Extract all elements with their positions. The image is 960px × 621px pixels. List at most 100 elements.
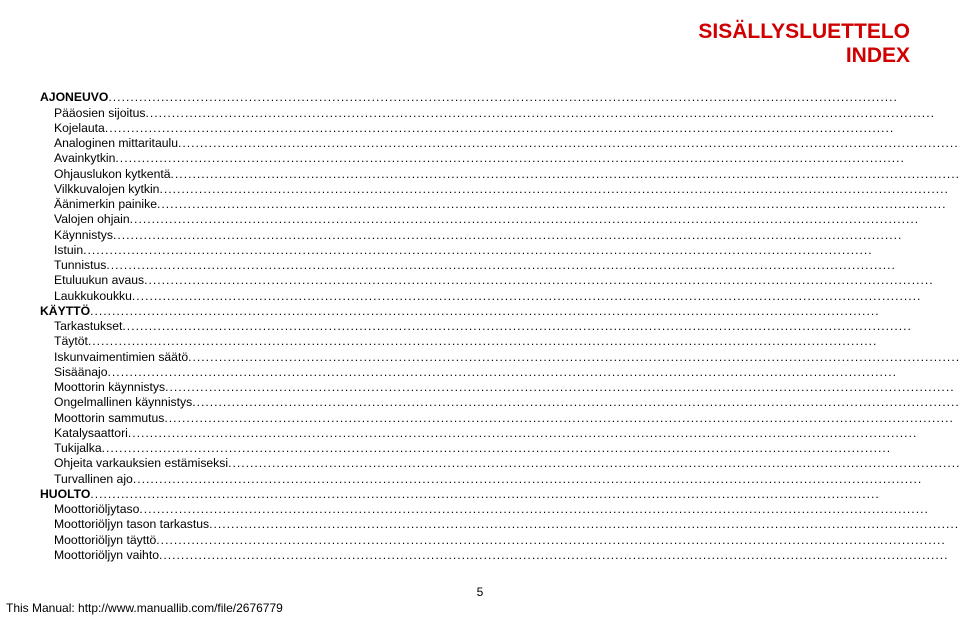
toc-row: Katalysaattori47 [40,426,960,441]
toc-row: AJONEUVO7 [40,90,960,105]
manual-source-text: This Manual: http://www.manuallib.com/fi… [0,601,960,615]
header-line-2: INDEX [40,44,910,68]
toc-leader-dots [133,472,960,487]
toc-entry-label: Valojen ohjain [40,212,130,227]
toc-leader-dots [145,106,960,121]
toc-row: Vilkkuvalojen kytkin17 [40,182,960,197]
toc-row: Ongelmallinen käynnistys43 [40,395,960,410]
toc-entry-label: Moottoriöljyn täyttö [40,533,156,548]
toc-leader-dots [130,212,960,227]
toc-entry-label: Kojelauta [40,121,105,136]
toc-row: Kojelauta11 [40,121,960,136]
toc-row: Tukijalka48 [40,441,960,456]
toc-leader-dots [209,517,960,532]
toc-entry-label: Katalysaattori [40,426,128,441]
toc-leader-dots [192,395,960,410]
toc-leader-dots [144,273,960,288]
toc-row: Iskunvaimentimien säätö31 [40,350,960,365]
toc-entry-label: Tunnistus [40,258,106,273]
toc-entry-label: Moottorin sammutus [40,411,164,426]
toc-entry-label: Sisäänajo [40,365,108,380]
toc-entry-label: Ohjeita varkauksien estämiseksi [40,456,228,471]
toc-row: Sisäänajo33 [40,365,960,380]
toc-row: Äänimerkin painike18 [40,197,960,212]
header-line-1: SISÄLLYSLUETTELO [40,20,910,44]
toc-entry-label: Äänimerkin painike [40,197,157,212]
document-page: SISÄLLYSLUETTELO INDEX AJONEUVO7Pääosien… [0,0,960,621]
toc-entry-label: Tukijalka [40,441,102,456]
document-header: SISÄLLYSLUETTELO INDEX [40,20,920,68]
toc-column-left: AJONEUVO7Pääosien sijoitus10Kojelauta11A… [40,90,960,563]
toc-leader-dots [108,90,960,105]
toc-row: Moottorin käynnistys34 [40,380,960,395]
toc-entry-label: Avainkytkin [40,151,115,166]
toc-row: Analoginen mittaritaulu13 [40,136,960,151]
toc-entry-label: Laukkukoukku [40,289,132,304]
toc-entry-label: Käynnistys [40,228,113,243]
toc-row: Avainkytkin15 [40,151,960,166]
toc-leader-dots [157,197,960,212]
toc-entry-label: Moottorin käynnistys [40,380,165,395]
toc-leader-dots [90,304,960,319]
toc-entry-label: Vilkkuvalojen kytkin [40,182,159,197]
toc-leader-dots [83,243,960,258]
toc-leader-dots [188,350,960,365]
toc-entry-label: Iskunvaimentimien säätö [40,350,188,365]
toc-leader-dots [106,258,960,273]
toc-entry-label: Pääosien sijoitus [40,106,145,121]
toc-row: HUOLTO59 [40,487,960,502]
toc-leader-dots [156,533,960,548]
toc-leader-dots [159,548,960,563]
toc-entry-label: Etuluukun avaus [40,273,144,288]
toc-row: Tarkastukset26 [40,319,960,334]
toc-leader-dots [132,289,960,304]
toc-row: Moottorin sammutus44 [40,411,960,426]
toc-entry-label: Ongelmallinen käynnistys [40,395,192,410]
toc-row: Laukkukoukku23 [40,289,960,304]
toc-entry-label: AJONEUVO [40,90,108,105]
toc-entry-label: Analoginen mittaritaulu [40,136,178,151]
toc-row: Pääosien sijoitus10 [40,106,960,121]
toc-entry-label: Moottoriöljytaso [40,502,139,517]
toc-leader-dots [164,411,960,426]
toc-entry-label: Moottoriöljyn tason tarkastus [40,517,209,532]
toc-entry-label: Tarkastukset [40,319,122,334]
toc-leader-dots [159,182,960,197]
toc-entry-label: Täytöt [40,334,88,349]
toc-row: KÄYTTÖ25 [40,304,960,319]
toc-row: Ohjeita varkauksien estämiseksi49 [40,456,960,471]
toc-entry-label: Turvallinen ajo [40,472,133,487]
toc-entry-label: Istuin [40,243,83,258]
toc-row: Moottoriöljyn tason tarkastus61 [40,517,960,532]
toc-leader-dots [102,441,960,456]
toc-leader-dots [113,228,960,243]
toc-leader-dots [122,319,960,334]
toc-leader-dots [108,365,960,380]
toc-leader-dots [105,121,960,136]
toc-leader-dots [165,380,960,395]
toc-leader-dots [171,167,960,182]
toc-row: Moottoriöljytaso60 [40,502,960,517]
toc-row: Täytöt28 [40,334,960,349]
toc-leader-dots [139,502,960,517]
toc-leader-dots [115,151,960,166]
toc-row: Moottoriöljyn täyttö62 [40,533,960,548]
page-number: 5 [0,585,960,599]
toc-entry-label: HUOLTO [40,487,90,502]
toc-row: Istuin20 [40,243,960,258]
toc-leader-dots [178,136,960,151]
toc-row: Moottoriöljyn vaihto63 [40,548,960,563]
toc-leader-dots [128,426,960,441]
toc-leader-dots [90,487,960,502]
toc-entry-label: Moottoriöljyn vaihto [40,548,159,563]
toc-columns: AJONEUVO7Pääosien sijoitus10Kojelauta11A… [40,90,920,563]
toc-row: Valojen ohjain18 [40,212,960,227]
toc-entry-label: KÄYTTÖ [40,304,90,319]
toc-row: Tunnistus21 [40,258,960,273]
toc-leader-dots [228,456,960,471]
toc-row: Ohjauslukon kytkentä16 [40,167,960,182]
toc-entry-label: Ohjauslukon kytkentä [40,167,171,182]
toc-row: Etuluukun avaus22 [40,273,960,288]
toc-row: Turvallinen ajo50 [40,472,960,487]
document-footer: 5 This Manual: http://www.manuallib.com/… [0,585,960,615]
